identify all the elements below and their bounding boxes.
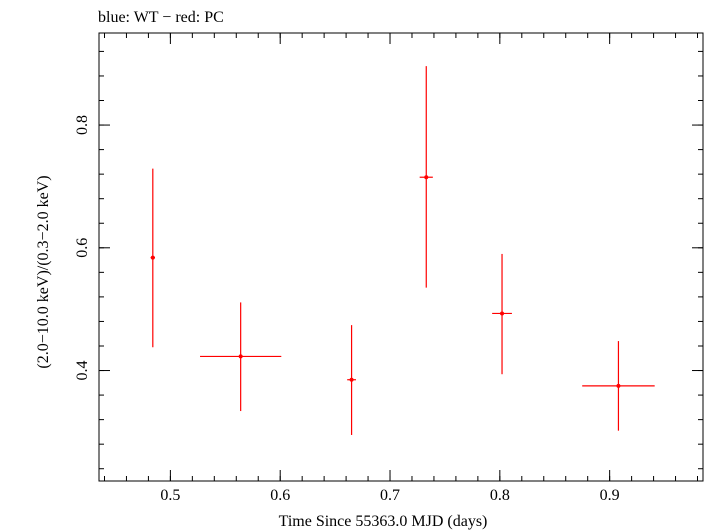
plot-frame [98, 32, 704, 482]
data-point [492, 253, 512, 375]
data-marker [238, 354, 243, 359]
x-tick-label: 0.8 [490, 487, 510, 504]
x-tick-label: 0.5 [160, 487, 180, 504]
data-marker [500, 311, 505, 316]
x-tick-label: 0.6 [270, 487, 290, 504]
data-point [150, 168, 156, 348]
x-axis: 0.5 0.6 0.7 0.8 0.9 [103, 33, 699, 504]
y-axis-label: (2.0−10.0 keV)/(0.3−2.0 keV) [35, 175, 52, 368]
data-point [200, 302, 282, 412]
data-point [582, 341, 655, 431]
y-axis: 0.4 0.6 0.8 [74, 50, 703, 470]
x-axis-label: Time Since 55363.0 MJD (days) [279, 513, 488, 530]
x-tick-label: 0.9 [600, 487, 620, 504]
data-marker [616, 383, 621, 388]
data-point [419, 66, 433, 288]
data-marker [424, 175, 429, 180]
data-series [150, 66, 655, 435]
data-point [347, 325, 356, 435]
chart-title: blue: WT − red: PC [98, 9, 224, 26]
y-tick-label: 0.8 [74, 115, 91, 135]
data-marker [150, 255, 155, 260]
y-tick-label: 0.6 [74, 238, 91, 258]
data-marker [349, 377, 354, 382]
x-tick-label: 0.7 [380, 487, 400, 504]
y-tick-label: 0.4 [74, 361, 91, 381]
